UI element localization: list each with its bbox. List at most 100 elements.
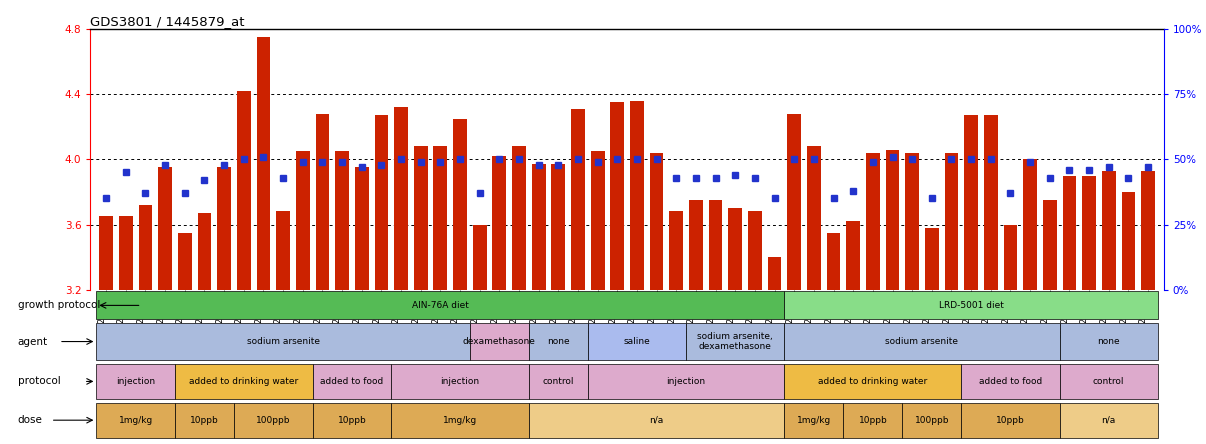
- Text: GDS3801 / 1445879_at: GDS3801 / 1445879_at: [90, 15, 245, 28]
- Bar: [826, 233, 841, 290]
- Text: none: none: [1097, 337, 1120, 346]
- Bar: [532, 164, 545, 290]
- Bar: [295, 151, 310, 290]
- Bar: [198, 213, 211, 290]
- Bar: [276, 211, 289, 290]
- Text: added to drinking water: added to drinking water: [818, 377, 927, 386]
- Bar: [709, 200, 722, 290]
- Bar: [1102, 170, 1116, 290]
- Bar: [394, 107, 408, 290]
- Bar: [492, 156, 507, 290]
- Bar: [1043, 200, 1056, 290]
- Bar: [572, 109, 585, 290]
- Text: sodium arsenite: sodium arsenite: [246, 337, 320, 346]
- Bar: [257, 37, 270, 290]
- Text: 100ppb: 100ppb: [914, 416, 949, 424]
- Bar: [784, 403, 843, 438]
- Bar: [453, 119, 467, 290]
- Bar: [551, 164, 566, 290]
- Text: control: control: [543, 377, 574, 386]
- Bar: [433, 146, 447, 290]
- Bar: [885, 150, 900, 290]
- Bar: [175, 364, 312, 399]
- Bar: [784, 291, 1158, 320]
- Bar: [587, 364, 784, 399]
- Bar: [1060, 403, 1158, 438]
- Bar: [175, 403, 234, 438]
- Text: dose: dose: [18, 415, 42, 425]
- Bar: [630, 101, 644, 290]
- Bar: [375, 115, 388, 290]
- Bar: [96, 291, 784, 320]
- Bar: [1122, 192, 1135, 290]
- Text: growth protocol: growth protocol: [18, 301, 100, 310]
- Text: 10ppb: 10ppb: [191, 416, 218, 424]
- Bar: [768, 257, 781, 290]
- Bar: [528, 403, 784, 438]
- Bar: [391, 403, 528, 438]
- Text: 10ppb: 10ppb: [996, 416, 1025, 424]
- Bar: [528, 323, 587, 360]
- Bar: [784, 364, 961, 399]
- Text: agent: agent: [18, 337, 48, 347]
- Text: injection: injection: [440, 377, 480, 386]
- Bar: [391, 364, 528, 399]
- Bar: [689, 200, 703, 290]
- Text: n/a: n/a: [1101, 416, 1116, 424]
- Bar: [784, 323, 1060, 360]
- Bar: [610, 102, 625, 290]
- Text: none: none: [548, 337, 569, 346]
- Bar: [961, 403, 1060, 438]
- Bar: [650, 153, 663, 290]
- Text: dexamethasone: dexamethasone: [463, 337, 535, 346]
- Bar: [1062, 176, 1076, 290]
- Text: sodium arsenite,
dexamethasone: sodium arsenite, dexamethasone: [697, 332, 773, 351]
- Text: added to drinking water: added to drinking water: [189, 377, 298, 386]
- Bar: [587, 323, 686, 360]
- Text: 1mg/kg: 1mg/kg: [797, 416, 831, 424]
- Text: protocol: protocol: [18, 377, 60, 386]
- Bar: [906, 153, 919, 290]
- Bar: [965, 115, 978, 290]
- Bar: [728, 208, 742, 290]
- Bar: [1003, 225, 1018, 290]
- Bar: [902, 403, 961, 438]
- Bar: [748, 211, 762, 290]
- Text: 100ppb: 100ppb: [256, 416, 291, 424]
- Bar: [236, 91, 251, 290]
- Bar: [414, 146, 428, 290]
- Text: LRD-5001 diet: LRD-5001 diet: [938, 301, 1003, 310]
- Bar: [1060, 364, 1158, 399]
- Bar: [528, 364, 587, 399]
- Text: added to food: added to food: [979, 377, 1042, 386]
- Bar: [312, 364, 391, 399]
- Bar: [513, 146, 526, 290]
- Text: 1mg/kg: 1mg/kg: [118, 416, 153, 424]
- Bar: [925, 228, 938, 290]
- Bar: [312, 403, 391, 438]
- Bar: [669, 211, 683, 290]
- Bar: [355, 167, 369, 290]
- Bar: [686, 323, 784, 360]
- Bar: [96, 323, 470, 360]
- Bar: [984, 115, 997, 290]
- Bar: [1023, 159, 1037, 290]
- Bar: [961, 364, 1060, 399]
- Bar: [335, 151, 349, 290]
- Bar: [473, 225, 486, 290]
- Bar: [96, 403, 175, 438]
- Bar: [96, 364, 175, 399]
- Bar: [178, 233, 192, 290]
- Bar: [158, 167, 172, 290]
- Bar: [470, 323, 528, 360]
- Bar: [1060, 323, 1158, 360]
- Text: 10ppb: 10ppb: [338, 416, 367, 424]
- Bar: [591, 151, 604, 290]
- Text: saline: saline: [624, 337, 650, 346]
- Bar: [316, 114, 329, 290]
- Bar: [139, 205, 152, 290]
- Text: injection: injection: [116, 377, 156, 386]
- Bar: [788, 114, 801, 290]
- Text: injection: injection: [667, 377, 706, 386]
- Bar: [847, 221, 860, 290]
